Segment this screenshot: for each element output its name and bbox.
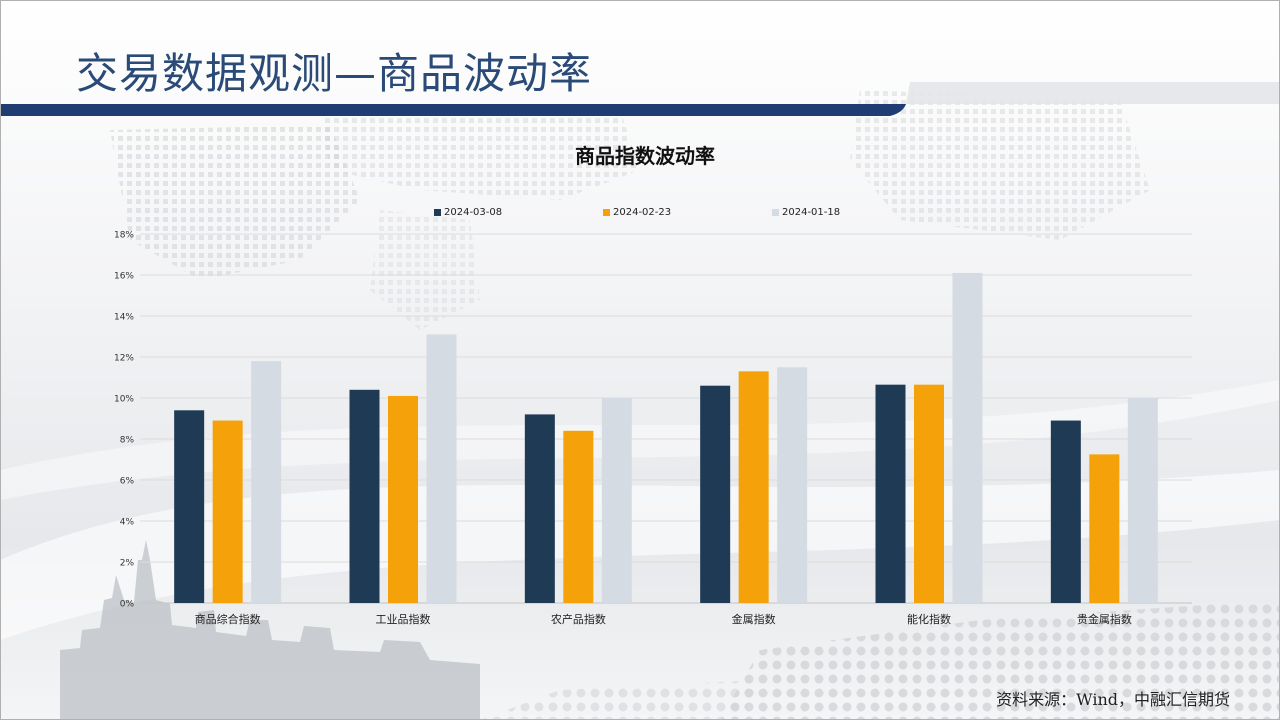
y-tick-label: 0%	[120, 600, 135, 610]
bar	[952, 272, 983, 603]
y-tick-label: 4%	[120, 518, 135, 528]
bar	[700, 385, 731, 603]
legend-swatch-1	[434, 209, 441, 216]
x-tick-label: 商品综合指数	[195, 612, 261, 626]
slide-title: 交易数据观测—商品波动率	[76, 49, 593, 98]
legend-label-3: 2024-01-18	[782, 207, 841, 218]
source-note: 资料来源：Wind，中融汇信期货	[996, 690, 1230, 709]
bar	[601, 398, 632, 603]
y-tick-label: 2%	[120, 559, 135, 569]
legend-item-3: 2024-01-18	[772, 207, 840, 218]
bar	[212, 420, 243, 603]
bar	[251, 361, 282, 603]
y-tick-label: 14%	[114, 313, 134, 323]
bar	[1050, 420, 1081, 603]
bar	[174, 410, 205, 603]
bar	[914, 384, 944, 603]
bar	[426, 334, 457, 603]
x-tick-label: 贵金属指数	[1077, 612, 1132, 626]
y-tick-label: 6%	[120, 477, 135, 487]
legend-swatch-2	[603, 209, 610, 216]
y-tick-label: 16%	[114, 272, 134, 282]
x-tick-label: 农产品指数	[551, 612, 606, 626]
bar	[1089, 454, 1120, 603]
bar	[349, 389, 380, 603]
y-tick-label: 8%	[120, 436, 135, 446]
bar	[524, 414, 555, 603]
bar	[563, 430, 594, 603]
x-tick-label: 工业品指数	[376, 612, 431, 626]
bar	[738, 371, 769, 603]
bar	[1127, 398, 1158, 603]
y-tick-label: 12%	[114, 354, 134, 364]
legend-item-1: 2024-03-08	[434, 207, 502, 218]
legend-label-2: 2024-02-23	[613, 207, 672, 218]
chart-legend: 2024-03-08 2024-02-23 2024-01-18	[0, 207, 1280, 221]
bar	[875, 384, 906, 603]
x-tick-label: 金属指数	[732, 612, 776, 626]
legend-item-2: 2024-02-23	[603, 207, 671, 218]
bar	[777, 367, 808, 603]
bar	[388, 395, 418, 603]
legend-label-1: 2024-03-08	[444, 207, 503, 218]
y-tick-label: 18%	[114, 231, 134, 241]
chart-title: 商品指数波动率	[575, 144, 715, 168]
legend-swatch-3	[772, 209, 779, 216]
x-tick-label: 能化指数	[907, 612, 951, 626]
y-tick-label: 10%	[114, 395, 134, 405]
